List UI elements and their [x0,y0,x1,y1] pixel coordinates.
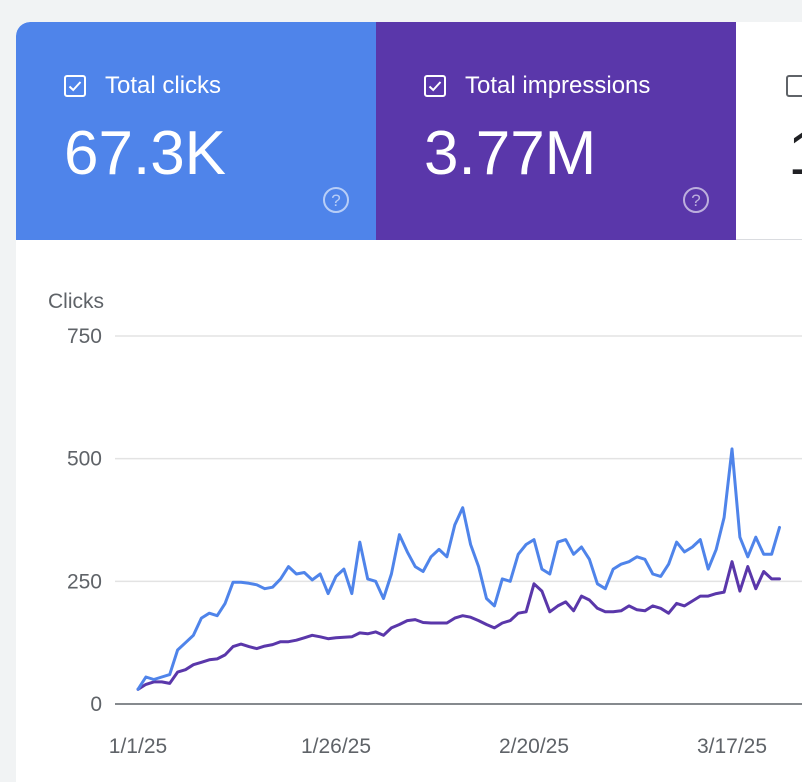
x-tick-label: 3/17/25 [697,735,767,758]
y-axis-title: Clicks [48,290,104,313]
checkbox-checked-icon[interactable] [424,75,446,97]
y-tick-label: 500 [67,448,102,471]
card-label: Total clicks [105,72,222,99]
y-tick-label: 250 [67,570,102,593]
help-icon[interactable]: ? [322,186,350,214]
y-tick-label: 0 [90,693,102,716]
y-tick-label: 750 [67,325,102,348]
total-clicks-card[interactable]: Total clicks 67.3K ? [16,22,376,240]
total-impressions-card[interactable]: Total impressions 3.77M ? [376,22,736,240]
card-value: 67.3K [64,119,227,188]
checkbox-checked-icon[interactable] [64,75,86,97]
help-icon[interactable]: ? [682,186,710,214]
x-tick-label: 1/26/25 [301,735,371,758]
svg-text:?: ? [331,191,340,210]
third-metric-card[interactable]: 1 [736,22,802,240]
x-tick-label: 1/1/25 [109,735,167,758]
card-value: 1 [788,118,802,189]
metric-cards: Total clicks 67.3K ? Total impressions 3… [16,22,802,240]
performance-panel: Total clicks 67.3K ? Total impressions 3… [16,22,802,782]
clicks-chart: 0 250 500 750 1/1/25 1/26/25 2/20/25 3/17/25 [67,325,802,758]
card-label: Total impressions [465,72,651,99]
checkbox-unchecked-icon[interactable] [786,75,802,97]
svg-text:?: ? [691,191,700,210]
card-value: 3.77M [424,119,597,188]
series-line-total-clicks[interactable] [136,447,781,691]
x-tick-label: 2/20/25 [499,735,569,758]
series-line-total-impressions[interactable] [136,560,781,691]
